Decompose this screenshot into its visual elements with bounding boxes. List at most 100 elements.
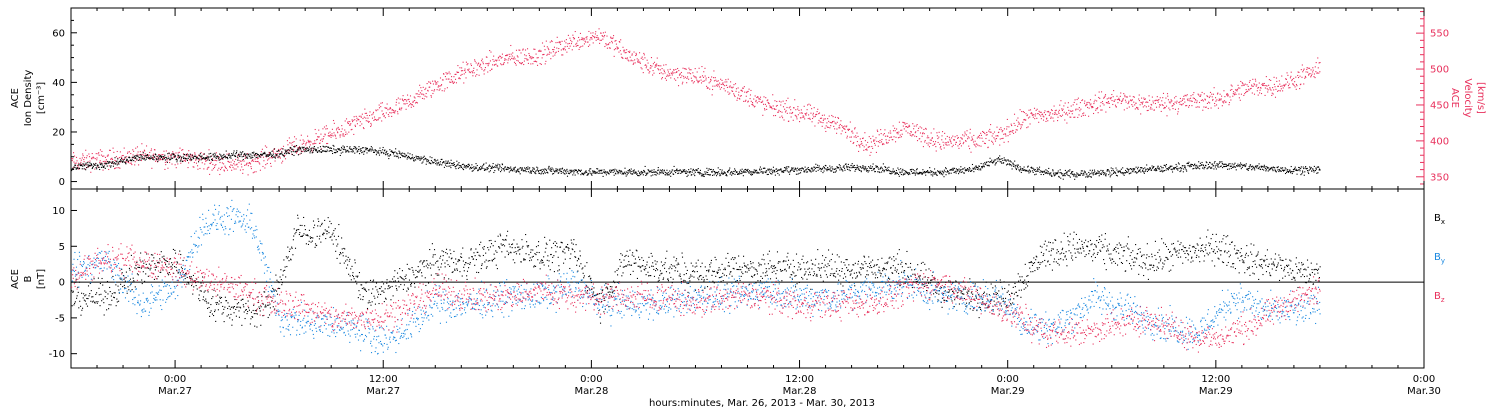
density-series-point [1022,168,1024,170]
density-series-point [462,168,464,170]
density-series-point [680,170,682,172]
density-series-point [729,173,731,175]
density-series-point [832,168,834,170]
density-series-point [284,152,286,154]
top-ytick-label-left: 40 [52,78,65,89]
density-series-point [366,152,368,154]
velocity-series-point [546,46,548,48]
density-series-point [263,152,266,155]
velocity-series-point [342,133,345,135]
density-series-point [1084,172,1086,174]
velocity-series-point [1108,97,1110,99]
density-series-point [705,171,707,173]
density-series-point [1055,172,1057,174]
density-series-point [1115,174,1118,176]
density-series-point [886,167,888,169]
density-series-point [955,172,957,174]
velocity-series-point [314,140,316,142]
velocity-series-point [896,132,898,134]
velocity-series-point [190,160,192,162]
velocity-series-point [383,115,385,117]
density-series-point [438,161,440,163]
velocity-series-point [1093,112,1095,115]
velocity-series-point [917,127,920,129]
velocity-series-point [809,117,811,119]
velocity-series-point [1061,108,1063,110]
density-series-point [942,174,944,176]
density-series-point [144,159,146,161]
density-series-point [307,150,309,152]
density-series-point [691,174,693,176]
velocity-series-point [929,139,931,141]
density-series-point [709,168,711,171]
velocity-series-point [844,128,846,130]
density-series-point [583,172,585,174]
velocity-series-point [1243,84,1245,86]
density-series-point [908,172,910,174]
velocity-series-point [553,49,555,51]
density-series-point [278,149,280,152]
velocity-series-point [1104,94,1107,96]
density-series-point [131,158,133,160]
velocity-series-point [741,89,743,91]
density-series-point [403,155,405,157]
density-series-point [316,149,318,151]
density-series-point [205,158,207,160]
density-series-point [566,172,568,174]
velocity-series-point [1299,88,1301,90]
velocity-series-point [110,158,112,160]
velocity-series-point [989,128,991,130]
density-series-point [969,168,971,170]
density-series-point [675,171,677,174]
velocity-series-point [1193,97,1196,100]
velocity-series-point [1088,107,1090,109]
density-series-point [774,171,776,173]
velocity-series-point [1271,92,1273,94]
density-series-point [125,163,127,165]
density-series-point [550,168,552,171]
density-series-point [237,159,239,161]
velocity-series-point [730,86,732,88]
density-series-point [858,169,860,171]
velocity-series-point [639,62,641,64]
velocity-series-point [597,38,599,40]
velocity-series-point [724,85,726,87]
density-series-point [812,170,814,172]
velocity-series-point [318,129,320,131]
density-series-point [783,171,785,173]
velocity-series-point [877,145,879,147]
density-series-point [1003,157,1005,159]
velocity-series-point [1123,109,1125,111]
velocity-series-point [882,142,884,145]
velocity-series-point [892,130,895,132]
velocity-series-point [781,115,783,117]
density-series-point [913,172,915,174]
density-series-point [549,169,551,171]
density-series-point [163,158,165,160]
velocity-series-point [165,164,167,166]
density-series-point [745,169,748,171]
velocity-series-point [459,67,461,69]
velocity-series-point [1007,135,1009,137]
velocity-series-point [912,134,914,136]
velocity-series-point [256,161,258,163]
density-series-point [117,162,119,164]
density-series-point [286,149,288,151]
density-series-point [155,154,157,156]
density-series-point [901,171,903,173]
velocity-series-point [491,68,493,70]
velocity-series-point [989,131,991,133]
velocity-series-point [1209,102,1211,104]
density-series-point [446,162,448,164]
velocity-series-point [757,96,759,98]
velocity-series-point [629,56,631,58]
velocity-series-point [449,73,451,75]
density-series-point [986,161,988,163]
density-series-point [87,166,89,168]
velocity-series-point [497,57,499,59]
density-series-point [488,165,490,167]
density-series-point [396,156,398,158]
velocity-series-point [560,43,562,45]
density-series-point [480,165,482,168]
